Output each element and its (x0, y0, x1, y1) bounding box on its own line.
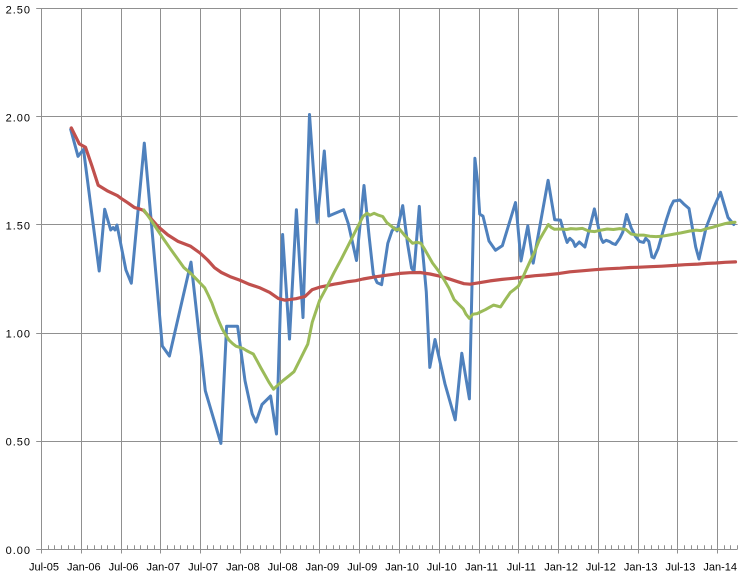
svg-text:Jan-08: Jan-08 (226, 562, 260, 574)
svg-text:Jul-05: Jul-05 (29, 562, 59, 574)
svg-text:Jan-14: Jan-14 (703, 562, 737, 574)
svg-text:Jul-11: Jul-11 (507, 562, 536, 574)
svg-text:Jan-10: Jan-10 (385, 562, 419, 574)
svg-text:Jul-07: Jul-07 (188, 562, 218, 574)
svg-text:0.00: 0.00 (6, 545, 31, 557)
svg-text:Jul-06: Jul-06 (109, 562, 139, 574)
svg-text:Jul-08: Jul-08 (268, 562, 298, 574)
svg-text:Jan-12: Jan-12 (544, 562, 578, 574)
svg-text:Jan-11: Jan-11 (465, 562, 498, 574)
svg-text:Jan-07: Jan-07 (147, 562, 181, 574)
svg-text:Jan-13: Jan-13 (624, 562, 658, 574)
svg-text:Jul-13: Jul-13 (665, 562, 695, 574)
svg-text:1.50: 1.50 (6, 221, 31, 233)
svg-text:Jul-12: Jul-12 (586, 562, 616, 574)
svg-text:Jan-09: Jan-09 (306, 562, 340, 574)
svg-text:2.00: 2.00 (6, 112, 31, 124)
svg-text:Jul-10: Jul-10 (427, 562, 457, 574)
svg-text:2.50: 2.50 (6, 4, 31, 16)
svg-text:Jul-09: Jul-09 (347, 562, 377, 574)
svg-text:1.00: 1.00 (6, 329, 31, 341)
svg-text:0.50: 0.50 (6, 437, 31, 449)
svg-text:Jan-06: Jan-06 (67, 562, 101, 574)
